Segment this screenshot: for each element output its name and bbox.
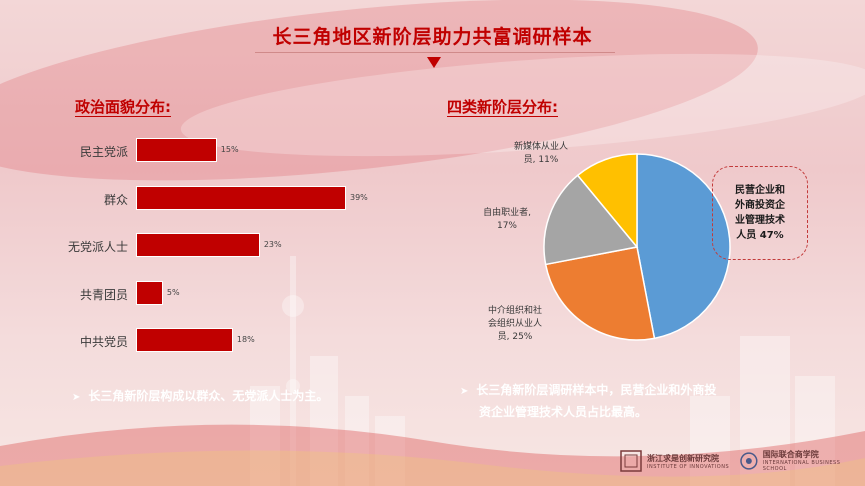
bar-category-label: 民主党派	[79, 145, 128, 159]
title-divider	[255, 52, 615, 53]
ibs-sub: INTERNATIONAL BUSINESS SCHOOL	[762, 460, 841, 472]
bar-value-label: 18%	[236, 335, 255, 344]
ibs-name: 国际联合商学院	[762, 450, 819, 459]
bar-value-label: 23%	[263, 240, 282, 249]
bar-value-label: 5%	[166, 287, 180, 297]
zju-sub: INSTITUTE OF INNOVATIONS	[647, 463, 730, 470]
pie-slice	[576, 153, 638, 250]
right-bullet: ➤ 长三角新阶层调研样本中，民营企业和外商投 资企业管理技术人员占比最高。	[460, 380, 780, 422]
pie-label-freelance: 自由职业者, 17%	[483, 208, 531, 231]
institute-seal-icon	[620, 450, 642, 472]
bar-category-label: 群众	[103, 192, 128, 207]
bar	[136, 185, 346, 210]
zju-name: 浙江求是创新研究院	[647, 453, 719, 463]
right-bullet-text-1: 长三角新阶层调研样本中，民营企业和外商投	[476, 383, 717, 397]
bar	[136, 280, 163, 305]
pie-label-media: 新媒体从业人 员, 11%	[513, 142, 568, 165]
pie-callout-private-enterprise: 民营企业和 外商投资企 业管理技术 人员 47%	[712, 166, 808, 260]
city-skyline-decoration	[0, 256, 865, 486]
pie-slice	[636, 153, 731, 340]
zju-institute-logo: 浙江求是创新研究院 INSTITUTE OF INNOVATIONS	[620, 450, 729, 472]
left-bullet: ➤ 长三角新阶层构成以群众、无党派人士为主。	[72, 386, 328, 408]
arrow-bullet-icon: ➤	[72, 392, 81, 403]
pie-slice	[544, 246, 656, 341]
bar-value-label: 39%	[350, 192, 368, 202]
ibs-logo: 国际联合商学院 INTERNATIONAL BUSINESS SCHOOL	[740, 449, 865, 472]
triangle-down-icon	[427, 57, 441, 68]
bar-section-title: 政治面貌分布:	[75, 98, 171, 116]
pie-slice	[543, 174, 639, 266]
bar-category-label: 共青团员	[79, 287, 128, 302]
arrow-bullet-icon: ➤	[460, 386, 469, 397]
bar-value-label: 15%	[220, 145, 239, 154]
bar	[136, 328, 233, 352]
pie-section-title: 四类新阶层分布:	[447, 98, 558, 116]
bar-category-label: 无党派人士	[67, 240, 128, 254]
right-bullet-text-2: 资企业管理技术人员占比最高。	[479, 405, 648, 419]
bar-category-label: 中共党员	[79, 335, 128, 349]
left-bullet-text: 长三角新阶层构成以群众、无党派人士为主。	[88, 389, 329, 403]
pie-label-agency: 中介组织和社 会组织从业人 员, 25%	[487, 306, 542, 342]
page-title: 长三角地区新阶层助力共富调研样本	[272, 26, 593, 48]
bar	[136, 233, 260, 257]
school-emblem-icon	[740, 451, 758, 470]
bar	[136, 138, 217, 162]
